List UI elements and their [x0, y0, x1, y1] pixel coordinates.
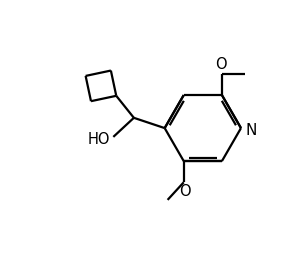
Text: N: N [245, 123, 257, 138]
Text: O: O [179, 184, 191, 199]
Text: O: O [215, 57, 226, 73]
Text: HO: HO [87, 132, 110, 147]
